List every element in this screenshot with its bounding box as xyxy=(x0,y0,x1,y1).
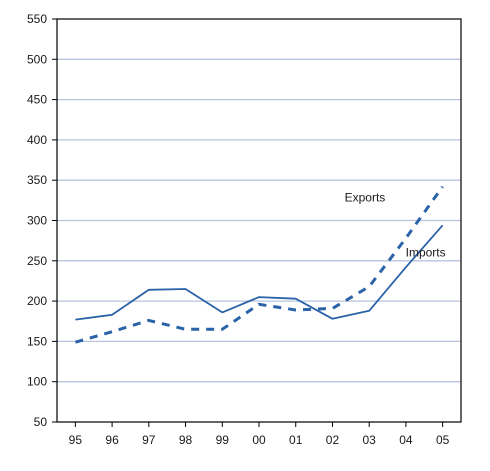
x-tick-label: 03 xyxy=(363,433,377,447)
series-lines xyxy=(74,185,444,344)
y-tick-label: 250 xyxy=(27,254,47,268)
series-line-exports xyxy=(74,185,444,344)
y-tick-label: 500 xyxy=(27,52,47,66)
y-tick-label: 100 xyxy=(27,375,47,389)
series-label-imports: Imports xyxy=(406,245,446,259)
plot-frame xyxy=(56,18,462,423)
y-tick-label: 450 xyxy=(27,93,47,107)
y-tick-label: 400 xyxy=(27,133,47,147)
x-tick-label: 05 xyxy=(436,433,450,447)
y-tick-label: 150 xyxy=(27,334,47,348)
x-tick-label: 01 xyxy=(289,433,303,447)
x-tick-label: 99 xyxy=(216,433,230,447)
x-tick-label: 04 xyxy=(399,433,413,447)
x-axis-ticks: 95 96 97 98 99 00 01 02 03 04 05 xyxy=(69,422,450,447)
x-tick-label: 97 xyxy=(142,433,156,447)
series-label-exports: Exports xyxy=(345,191,386,205)
y-tick-label: 200 xyxy=(27,294,47,308)
y-tick-label: 550 xyxy=(27,12,47,26)
x-tick-label: 96 xyxy=(105,433,119,447)
y-tick-label: 50 xyxy=(34,415,48,429)
series-line-imports xyxy=(75,224,444,321)
x-tick-label: 98 xyxy=(179,433,193,447)
x-tick-label: 02 xyxy=(326,433,340,447)
y-axis-ticks: 50 100 150 200 250 300 350 400 450 500 550 xyxy=(27,12,57,429)
x-tick-label: 95 xyxy=(69,433,83,447)
y-tick-label: 300 xyxy=(27,214,47,228)
gridlines xyxy=(57,58,461,383)
y-tick-label: 350 xyxy=(27,173,47,187)
x-tick-label: 00 xyxy=(252,433,266,447)
